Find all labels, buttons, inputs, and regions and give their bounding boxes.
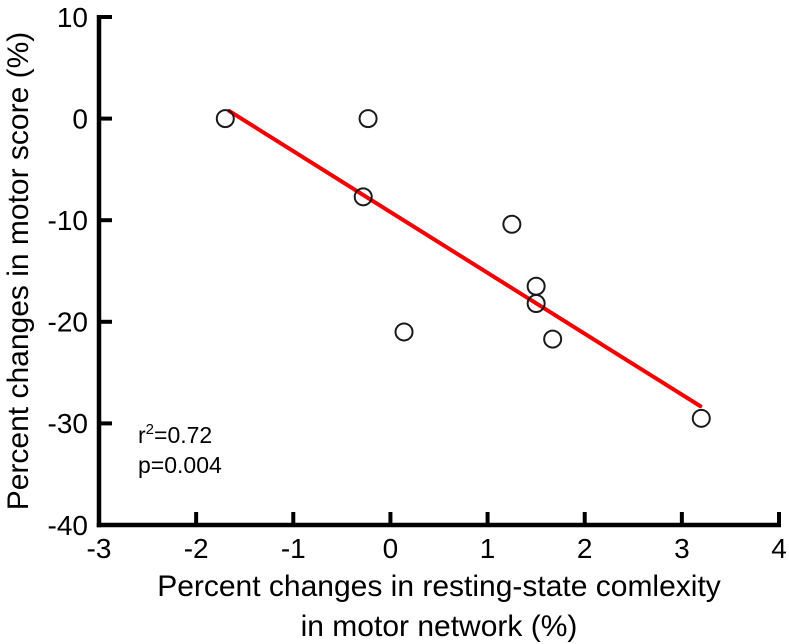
data-point [526, 294, 546, 314]
data-point [543, 329, 563, 349]
data-point [358, 109, 378, 129]
x-tick-label: 2 [577, 533, 593, 564]
x-tick-label: 1 [480, 533, 496, 564]
x-tick-label: 4 [771, 533, 787, 564]
x-axis-title-line2: in motor network (%) [301, 610, 578, 643]
x-tick-label: -3 [87, 533, 112, 564]
x-tick-label: -2 [184, 533, 209, 564]
x-tick-label: -1 [281, 533, 306, 564]
r-squared-value: =0.72 [154, 422, 212, 448]
y-tick-label: 0 [72, 103, 88, 134]
data-point [215, 109, 235, 129]
data-point [353, 187, 373, 207]
r-squared-superscript: 2 [146, 421, 154, 438]
y-tick-label: -30 [48, 408, 88, 439]
p-value-annotation: p=0.004 [138, 452, 222, 478]
x-axis-title-line1: Percent changes in resting-state comlexi… [157, 570, 721, 603]
y-tick-label: -40 [48, 510, 88, 541]
y-tick-label: -20 [48, 307, 88, 338]
data-point [502, 214, 522, 234]
data-point [394, 322, 414, 342]
data-point [691, 408, 711, 428]
regression-line [227, 108, 703, 409]
y-axis-title: Percent changes in motor score (%) [2, 32, 35, 511]
x-tick-label: 0 [383, 533, 399, 564]
data-point [526, 276, 546, 296]
y-tick-label: -10 [48, 205, 88, 236]
r-squared-base: r [138, 422, 146, 448]
r-squared-annotation: r2=0.72 [138, 421, 212, 448]
x-tick-label: 3 [674, 533, 690, 564]
y-tick-label: 10 [57, 2, 88, 33]
